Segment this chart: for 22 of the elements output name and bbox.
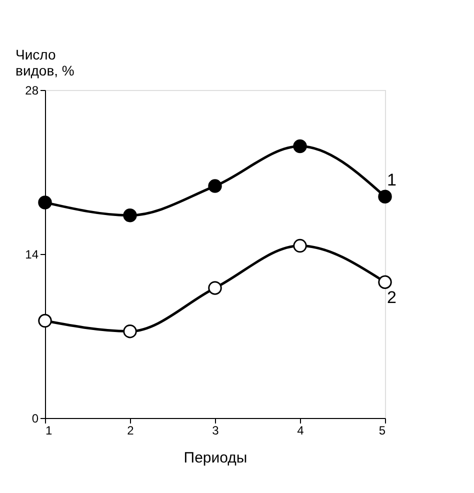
point (293, 238, 307, 253)
point (208, 281, 222, 295)
series-label: 1 (387, 170, 396, 190)
x-tick-label: 2 (127, 424, 134, 438)
series-label: 2 (387, 288, 396, 308)
point (38, 196, 52, 210)
y-tick-label: 28 (25, 84, 39, 98)
point (378, 275, 392, 289)
point (378, 190, 392, 204)
y-axis-title: Число видов, % (16, 46, 74, 78)
x-tick-label: 5 (378, 424, 386, 438)
point (38, 314, 52, 328)
x-axis-title: Периоды (184, 450, 248, 466)
y-tick-label: 14 (25, 248, 39, 262)
x-tick-label: 4 (297, 424, 304, 438)
point (123, 324, 137, 338)
x-tick-label: 1 (46, 424, 52, 438)
x-tick-label: 3 (212, 424, 220, 438)
point (123, 208, 137, 222)
point (293, 139, 307, 154)
y-tick-label: 0 (32, 412, 39, 426)
point (208, 179, 222, 193)
